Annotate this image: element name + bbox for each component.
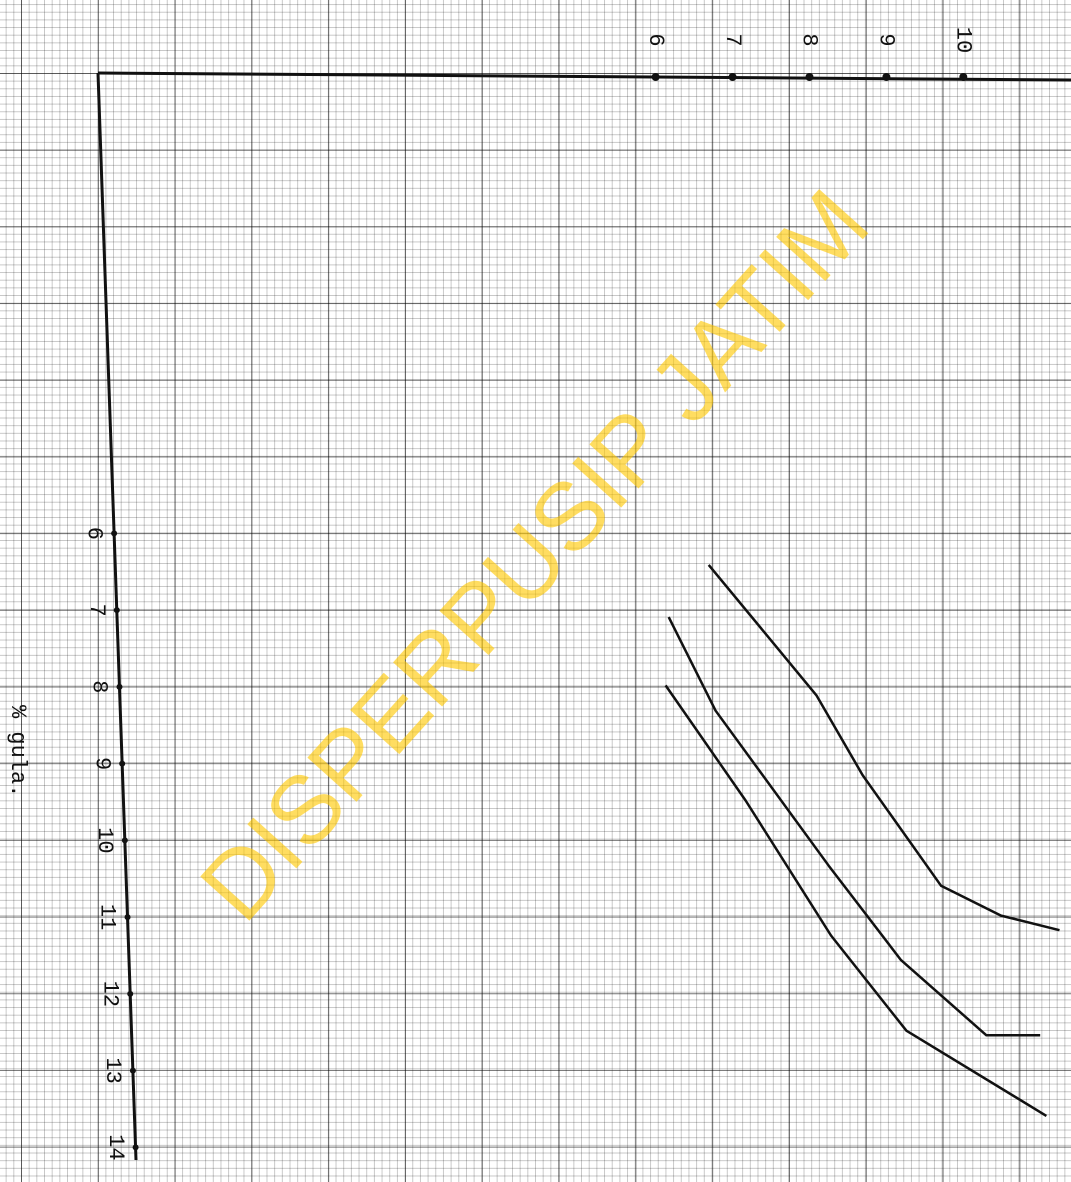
x-tick-label: 6 xyxy=(81,527,106,540)
y-tick xyxy=(805,73,814,81)
x-axis xyxy=(96,72,138,1161)
x-tick-label: 8 xyxy=(87,680,112,693)
curve xyxy=(707,564,1060,932)
x-tick-label: 10 xyxy=(92,827,117,853)
y-tick-label: 9 xyxy=(874,33,899,46)
x-tick xyxy=(111,530,118,537)
x-tick xyxy=(116,683,123,690)
curve xyxy=(664,684,1048,1117)
x-tick-label: 13 xyxy=(100,1057,125,1083)
x-tick xyxy=(119,760,126,767)
x-tick-label: 7 xyxy=(84,604,109,617)
y-tick xyxy=(651,73,660,81)
x-tick xyxy=(127,990,134,997)
y-tick-label: 10 xyxy=(951,27,976,53)
x-tick xyxy=(124,914,131,921)
x-tick-label: 11 xyxy=(95,904,120,930)
x-tick xyxy=(132,1144,139,1151)
y-tick-label: 6 xyxy=(643,33,668,46)
x-tick xyxy=(129,1067,136,1074)
y-tick xyxy=(728,73,737,81)
x-tick xyxy=(121,837,128,844)
x-axis-label: % gula. xyxy=(5,705,30,797)
y-tick xyxy=(959,73,968,81)
y-axis xyxy=(97,71,1071,82)
y-tick-label: 8 xyxy=(797,33,822,46)
y-tick-label: 7 xyxy=(720,33,745,46)
x-tick xyxy=(113,607,120,614)
y-tick xyxy=(882,73,891,81)
x-tick-label: 12 xyxy=(97,981,122,1007)
watermark: DISPERPUSIP JATIM xyxy=(180,170,889,941)
x-tick-label: 14 xyxy=(103,1134,128,1160)
curve xyxy=(667,616,1041,1037)
x-tick-label: 9 xyxy=(89,757,114,770)
